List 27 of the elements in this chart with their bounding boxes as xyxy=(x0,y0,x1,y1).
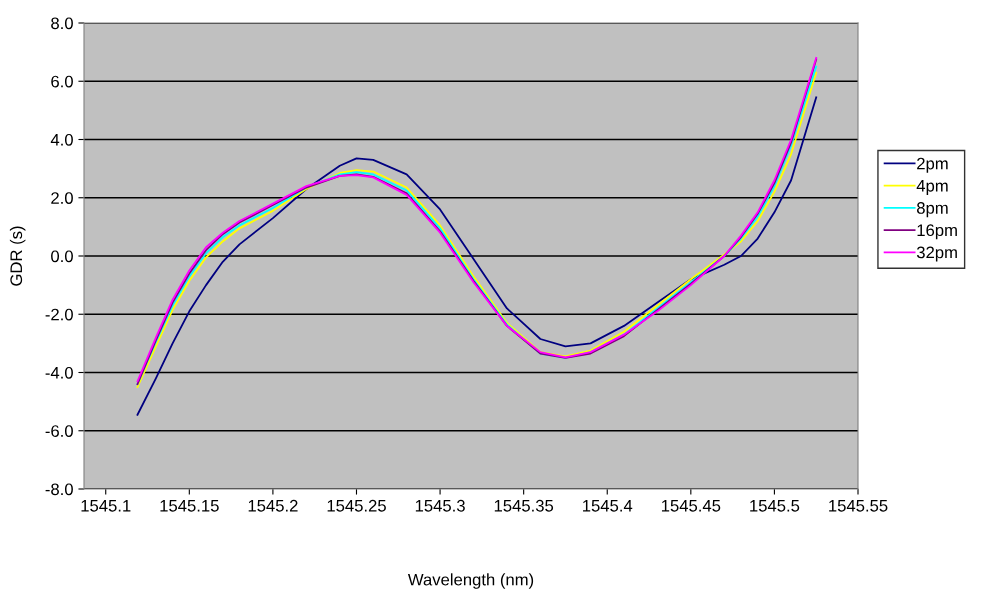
x-axis-title: Wavelength (nm) xyxy=(407,573,534,589)
x-tick-label: 1545.1 xyxy=(81,500,131,512)
y-tick-label: 8.0 xyxy=(51,17,73,30)
x-tick-label: 1545.3 xyxy=(415,499,465,512)
legend-label: 8pm xyxy=(917,202,948,218)
y-tick-label: -8.0 xyxy=(45,483,73,496)
y-tick-label: 2.0 xyxy=(51,192,73,204)
y-tick-label: -6.0 xyxy=(45,425,73,437)
y-tick-label: -2.0 xyxy=(45,308,73,321)
x-tick-label: 1545.45 xyxy=(661,500,721,512)
x-tick-label: 1545.15 xyxy=(160,500,219,512)
x-tick-label: 1545.2 xyxy=(248,499,298,512)
y-tick-label: 0.0 xyxy=(51,250,73,263)
x-tick-label: 1545.25 xyxy=(327,499,386,512)
legend-label: 32pm xyxy=(916,246,957,262)
y-tick-label: 4.0 xyxy=(50,133,73,146)
x-tick-label: 1545.5 xyxy=(750,500,800,512)
x-tick-label: 1545.35 xyxy=(494,499,554,512)
y-tick-label: -4.0 xyxy=(45,366,73,379)
legend-label: 16pm xyxy=(917,224,957,240)
legend-label: 4pm xyxy=(916,180,948,195)
y-tick-label: 6.0 xyxy=(51,75,73,88)
line-series xyxy=(136,96,818,416)
x-tick-label: 1545.55 xyxy=(829,500,888,512)
x-tick-label: 1545.4 xyxy=(583,500,633,512)
y-axis-title: GDR (s) xyxy=(9,226,26,286)
legend-label: 2pm xyxy=(917,157,948,173)
